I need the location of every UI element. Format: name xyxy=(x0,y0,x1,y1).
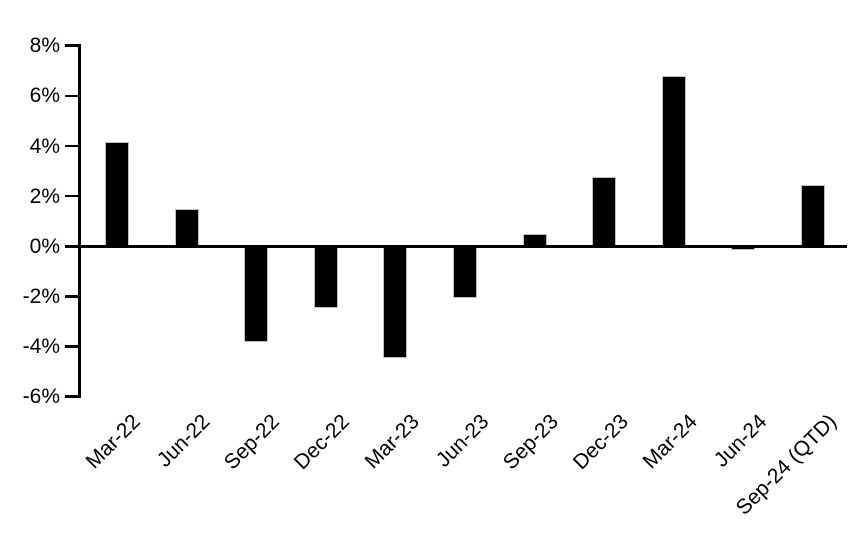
y-axis-tick-label: -6% xyxy=(22,385,60,409)
x-axis-category-label: Sep-23 xyxy=(498,410,563,475)
x-axis-category-label: Jun-22 xyxy=(153,410,215,472)
bar xyxy=(592,177,617,247)
y-axis-tick-label: 6% xyxy=(29,84,60,108)
y-axis-tick-mark xyxy=(65,144,79,148)
bar xyxy=(244,246,269,342)
y-axis-tick-mark xyxy=(65,94,79,98)
bar xyxy=(801,184,825,247)
y-axis-tick-mark xyxy=(65,44,79,47)
y-axis-tick-mark xyxy=(65,245,79,248)
y-axis-tick-label: -2% xyxy=(22,284,60,308)
x-axis-baseline xyxy=(78,245,847,248)
x-axis-category-label: Mar-22 xyxy=(81,410,146,474)
bar xyxy=(313,246,338,308)
y-axis-tick-label: 4% xyxy=(29,134,60,158)
bar xyxy=(174,208,199,247)
bar xyxy=(383,246,408,358)
x-axis-category-label: Sep-22 xyxy=(220,410,285,475)
x-axis-category-label: Mar-23 xyxy=(360,410,424,474)
y-axis-tick-mark xyxy=(65,194,79,198)
y-axis-tick-label: -4% xyxy=(22,335,60,359)
bar xyxy=(105,142,129,247)
y-axis-tick-label: 2% xyxy=(29,184,60,208)
x-axis-category-label: Dec-22 xyxy=(289,410,355,475)
bar xyxy=(661,75,686,247)
y-axis-line xyxy=(78,44,81,398)
y-axis-tick-mark xyxy=(65,395,79,398)
y-axis-tick-label: 0% xyxy=(29,234,60,258)
y-axis-tick-mark xyxy=(65,345,79,348)
x-axis-category-label: Jun-23 xyxy=(431,410,494,472)
bar xyxy=(453,246,477,298)
x-axis-category-label: Dec-23 xyxy=(568,410,633,475)
x-axis-category-label: Mar-24 xyxy=(638,410,703,474)
x-axis-category-label: Jun-24 xyxy=(709,410,772,472)
y-axis-tick-label: 8% xyxy=(29,34,60,58)
y-axis-tick-mark xyxy=(65,295,79,298)
